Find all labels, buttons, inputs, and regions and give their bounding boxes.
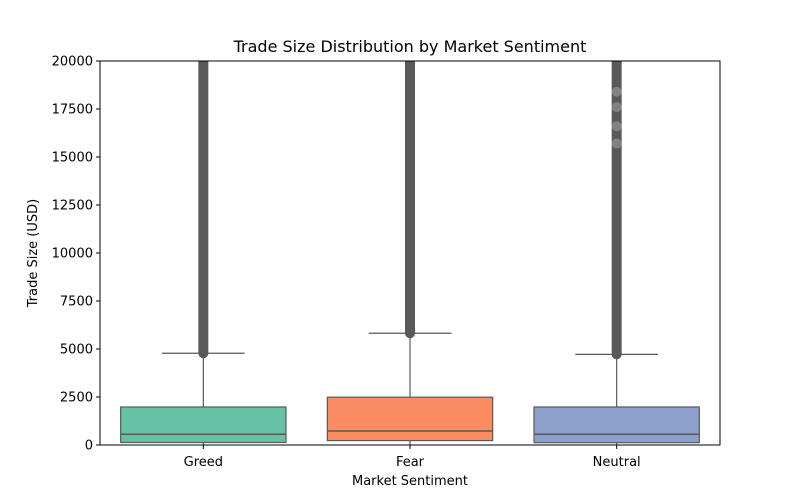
y-tick-label-0: 0 — [85, 439, 93, 454]
outlier-gap-1 — [611, 102, 622, 113]
box-greed — [120, 61, 287, 445]
iqr-box-fear — [326, 396, 494, 442]
box-neutral — [533, 61, 700, 445]
box-fear — [326, 61, 494, 445]
y-tick-label-17500: 17500 — [52, 103, 93, 118]
boxes-group — [120, 61, 700, 445]
y-tick-label-15000: 15000 — [52, 151, 93, 166]
axes: 0 2500 5000 7500 10000 12500 15000 17500 20000 Gr… — [52, 55, 721, 470]
chart-title: Trade Size Distribution by Market Sentim… — [233, 37, 587, 56]
y-tick-label-20000: 20000 — [52, 55, 93, 70]
outlier-gap-0 — [611, 86, 622, 97]
x-tick-label-fear: Fear — [396, 455, 425, 470]
iqr-box-neutral — [533, 406, 700, 444]
y-axis-title: Trade Size (USD) — [26, 199, 41, 308]
y-tick-label-7500: 7500 — [60, 295, 93, 310]
x-axis-title: Market Sentiment — [352, 474, 468, 489]
iqr-box-greed — [120, 406, 287, 444]
x-tick-label-neutral: Neutral — [593, 455, 641, 470]
y-tick-label-5000: 5000 — [60, 343, 93, 358]
plot-area — [120, 61, 700, 445]
outlier-gap-2 — [611, 121, 622, 132]
x-tick-label-greed: Greed — [184, 455, 223, 470]
y-tick-label-12500: 12500 — [52, 199, 93, 214]
outlier-gap-3 — [611, 138, 622, 149]
y-tick-label-2500: 2500 — [60, 391, 93, 406]
y-tick-label-10000: 10000 — [52, 247, 93, 262]
